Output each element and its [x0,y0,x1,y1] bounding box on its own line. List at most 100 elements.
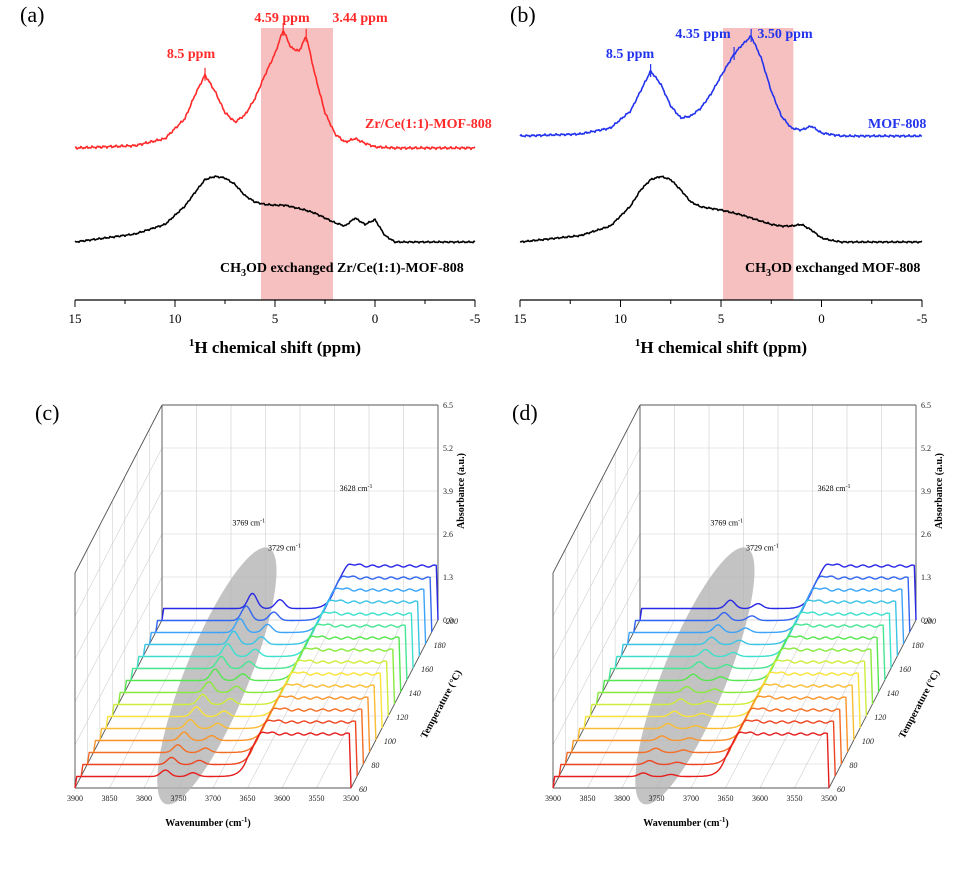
x-tick-label: 3700 [683,794,699,803]
x-tick-label: 3750 [649,794,665,803]
panel-a-x-axis-title-text: H chemical shift (ppm) [194,338,361,357]
y-axis-title: Absorbance (a.u.) [934,453,945,529]
panel-c: (c) 3900 3850 3800 3750 3700 3650 3600 3550 3500… [35,400,467,829]
ir-peak-label: 3628 cm-1 [818,484,851,493]
ir-spectrum-70C [80,719,358,777]
grid-line [316,619,404,789]
ir-spectrum-150C [130,623,408,681]
ir-spectra [552,563,917,789]
ir-spectrum-120C [111,659,389,717]
x-tick-label: 3650 [240,794,256,803]
x-tick-label: 3900 [67,794,83,803]
panel-b-x-axis-title-sup: 1 [635,337,641,349]
y-ticks: 0.0 1.3 2.6 3.9 5.2 6.5 [921,401,931,625]
panel-d-3d-plot: 3900 3850 3800 3750 3700 3650 3600 3550 3500 Wave… [545,401,945,829]
ir-spectrum-160C [136,611,414,669]
panel-a-series-label-red: Zr/Ce(1:1)-MOF-808 [365,117,492,132]
z-tick-label: 100 [862,737,874,746]
y-ticks: 0.0 1.3 2.6 3.9 5.2 6.5 [443,401,453,625]
z-axis-title: Temperature (°C) [897,668,942,740]
x-tick-label: 10 [169,311,182,326]
ir-spectrum-170C [142,599,421,657]
z-tick-label: 200 [924,617,936,626]
y-tick-label: 2.6 [921,530,931,539]
ir-peak-label: 3729 cm-1 [268,544,301,553]
y-tick-label: 5.2 [921,444,931,453]
x-ticks: 3900 3850 3800 3750 3700 3650 3600 3550 3500 [67,794,359,803]
peak-label: 4.59 ppm [254,11,310,26]
ir-spectrum-90C [570,695,849,753]
z-tick-label: 180 [434,641,446,650]
z-axis-title: Temperature (°C) [419,668,464,740]
x-axis-title: Wavenumber (cm-1) [165,816,250,829]
ir-spectra [74,563,439,789]
grid-line [74,490,163,660]
y-tick-label: 6.5 [921,401,931,410]
panel-d-letter: (d) [512,400,538,425]
y-tick-label: 1.3 [443,573,453,582]
x-tick-label: -5 [470,311,481,326]
ir-spectrum-100C [99,683,377,741]
ir-spectrum-110C [583,671,861,729]
x-tick-label: 3600 [752,794,768,803]
panel-a: (a) 15 10 5 0 -5 1H chemical shift (ppm) 8.5… [20,2,492,357]
grid-line [74,533,163,703]
panel-b: (b) 15 10 5 0 -5 1H chemical shift (ppm) 8.5… [510,2,927,357]
z-tick-label: 200 [446,617,458,626]
series-red-trace [74,30,476,151]
y-tick-label: 2.6 [443,530,453,539]
grid-line [794,619,882,789]
ir-spectrum-200C [639,563,917,621]
z-tick-label: 120 [874,713,886,722]
ir-peak-label: 3729 cm-1 [746,544,779,553]
z-tick-label: 80 [371,761,379,770]
panel-b-letter: (b) [510,2,536,27]
ir-spectrum-80C [564,707,843,765]
peak-label: 8.5 ppm [167,47,216,62]
panel-b-x-axis-title: 1H chemical shift (ppm) [635,337,807,357]
panel-a-letter: (a) [20,2,44,27]
x-ticks: 3900 3850 3800 3750 3700 3650 3600 3550 3500 [545,794,837,803]
x-tick-label: -5 [917,311,928,326]
x-tick-label: 3550 [787,794,803,803]
x-tick-label: 3900 [545,794,561,803]
panel-b-x-axis-title-text: H chemical shift (ppm) [640,338,807,357]
ir-spectrum-120C [589,659,867,717]
grid-line [725,619,813,789]
ir-spectrum-180C [626,587,905,645]
grid-line [552,533,641,703]
panel-b-series-label-blue: MOF-808 [868,117,926,132]
panel-a-series-label-black: CH3OD exchanged Zr/Ce(1:1)-MOF-808 [220,261,464,279]
ir-spectrum-70C [558,719,836,777]
z-tick-label: 140 [887,689,899,698]
z-tick-label: 60 [359,785,367,794]
x-tick-label: 3650 [718,794,734,803]
panel-c-3d-plot: 3900 3850 3800 3750 3700 3650 3600 3550 3500 Wave… [67,401,467,829]
z-ticks: 60 80 100 120 140 160 180 200 [837,617,936,794]
ir-annotations: 3769 cm-1 3729 cm-1 3628 cm-1 [232,484,372,553]
grid-line [74,447,163,617]
ir-spectrum-60C [74,731,352,789]
ir-spectrum-130C [595,647,874,705]
panel-b-ticks: 15 10 5 0 -5 [514,300,928,326]
ir-annotations: 3769 cm-1 3729 cm-1 3628 cm-1 [710,484,850,553]
grid-line [552,576,641,746]
x-tick-label: 3700 [205,794,221,803]
z-tick-label: 80 [849,761,857,770]
ir-spectrum-200C [161,563,439,621]
ir-spectrum-100C [577,683,855,741]
x-tick-label: 5 [272,311,279,326]
frame-edge [552,404,641,574]
z-tick-label: 160 [421,665,433,674]
panel-a-x-axis-title-sup: 1 [189,337,195,349]
x-tick-label: 3850 [580,794,596,803]
grid-line [74,576,163,746]
y-tick-label: 1.3 [921,573,931,582]
y-tick-label: 3.9 [921,487,931,496]
panel-b-peak-annotations: 8.5 ppm 4.35 ppm 3.50 ppm [606,27,813,77]
panel-c-letter: (c) [35,400,59,425]
x-tick-label: 3600 [274,794,290,803]
z-tick-label: 120 [396,713,408,722]
x-tick-label: 0 [818,311,825,326]
